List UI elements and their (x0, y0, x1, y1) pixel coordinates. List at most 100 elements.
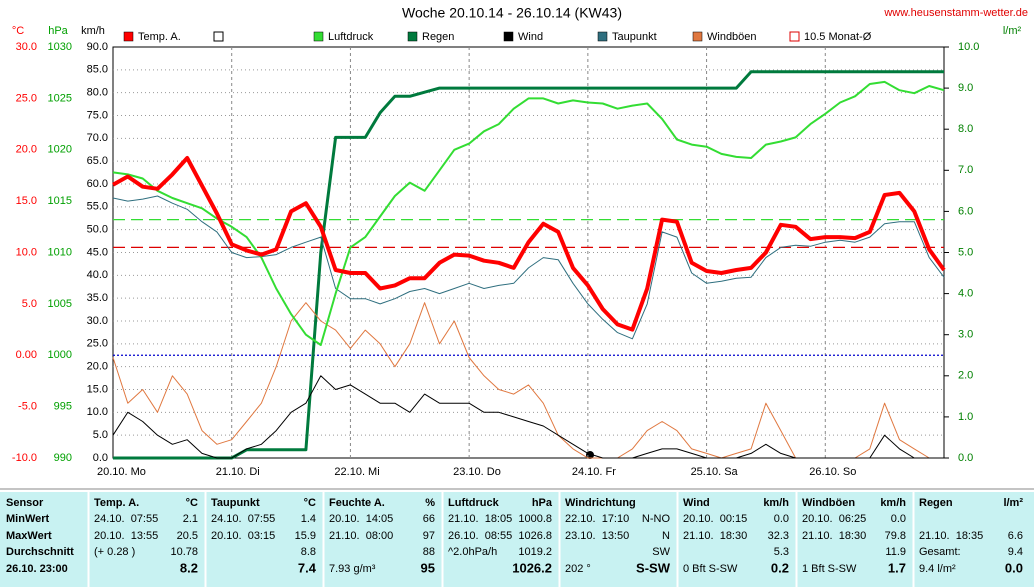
y-tick-label: 30.0 (16, 41, 37, 53)
y-tick-label: 20.0 (16, 144, 37, 156)
y-tick-label: 85.0 (87, 64, 108, 76)
cell-value: N-NO (642, 513, 671, 525)
y-tick-label: 20.0 (87, 361, 108, 373)
cell-value: SW (652, 546, 670, 558)
cell-value: 0.0 (774, 513, 789, 525)
cell-value: 1.7 (888, 560, 906, 575)
cell-text: 7.93 g/m³ (329, 563, 376, 575)
series-line (112, 156, 946, 332)
table-background (0, 492, 1034, 587)
cell-text: 21.10. 08:00 (329, 530, 393, 542)
y-tick-label: 7.0 (958, 164, 973, 176)
y-tick-label: 35.0 (87, 292, 108, 304)
column-header: Feuchte A. (329, 497, 385, 509)
cell-value: 15.9 (295, 530, 316, 542)
cell-value: 88 (423, 546, 435, 558)
source-link[interactable]: www.heusenstamm-wetter.de (883, 7, 1028, 19)
y-tick-label: 1.0 (958, 411, 973, 423)
cell-text: 21.10. 18:30 (802, 530, 866, 542)
cell-value: 2.1 (183, 513, 198, 525)
column-unit: l/m² (1003, 497, 1023, 509)
cell-value: 0.2 (771, 560, 789, 575)
column-unit: % (425, 497, 435, 509)
y-tick-label: 995 (54, 401, 72, 413)
cell-value: 5.3 (774, 546, 789, 558)
cell-text: ^2.0hPa/h (448, 546, 497, 558)
cell-text: 24.10. 07:55 (94, 513, 158, 525)
cell-value: S-SW (636, 560, 671, 575)
legend-marker (692, 31, 703, 42)
cell-text: 20.10. 13:55 (94, 530, 158, 542)
cell-value: 10.78 (170, 546, 198, 558)
legend-label: Temp. A. (138, 31, 181, 43)
y-tick-label: 1020 (48, 144, 72, 156)
row-label: Durchschnitt (6, 546, 74, 558)
legend-marker (597, 31, 608, 42)
axis-unit: km/h (81, 25, 105, 37)
legend-empty-marker (213, 31, 224, 42)
cell-text: 21.10. 18:05 (448, 513, 512, 525)
cell-value: 1000.8 (518, 513, 552, 525)
cell-value: N (662, 530, 670, 542)
cell-text: 0 Bft S-SW (683, 563, 738, 575)
cell-text: 23.10. 13:50 (565, 530, 629, 542)
column-header: Regen (919, 497, 953, 509)
series-line (112, 375, 944, 459)
y-tick-label: 0.0 (958, 452, 973, 464)
y-tick-label: 90.0 (87, 41, 108, 53)
y-tick-label: 1010 (48, 246, 72, 258)
x-tick-label: 23.10. Do (453, 466, 501, 478)
cell-value: 9.4 (1008, 546, 1023, 558)
y-tick-label: -10.0 (12, 452, 37, 464)
axis-unit: °C (12, 25, 24, 37)
axis-unit: hPa (48, 25, 68, 37)
y-tick-label: 25.0 (16, 92, 37, 104)
y-tick-label: 50.0 (87, 224, 108, 236)
y-tick-label: 9.0 (958, 82, 973, 94)
y-tick-label: 65.0 (87, 155, 108, 167)
y-tick-label: 0.0 (93, 452, 108, 464)
cell-text: 21.10. 18:35 (919, 530, 983, 542)
column-header: Taupunkt (211, 497, 260, 509)
y-tick-label: 25.0 (87, 338, 108, 350)
legend-marker (407, 31, 418, 42)
y-tick-label: 1005 (48, 298, 72, 310)
y-tick-label: 40.0 (87, 269, 108, 281)
y-tick-label: 15.0 (16, 195, 37, 207)
cell-text: 202 ° (565, 563, 591, 575)
cell-value: 8.8 (301, 546, 316, 558)
column-header: Windrichtung (565, 497, 636, 509)
legend-label: Windböen (707, 31, 757, 43)
y-tick-label: 5.0 (22, 298, 37, 310)
x-tick-label: 22.10. Mi (334, 466, 379, 478)
cell-value: 0.0 (1005, 560, 1023, 575)
cell-value: 6.6 (1008, 530, 1023, 542)
y-tick-label: 55.0 (87, 201, 108, 213)
cell-value: 32.3 (768, 530, 789, 542)
y-tick-label: 5.0 (93, 429, 108, 441)
row-label: 26.10. 23:00 (6, 563, 68, 575)
y-tick-label: 45.0 (87, 246, 108, 258)
column-header: Wind (683, 497, 710, 509)
cell-value: 11.9 (885, 546, 906, 558)
column-unit: km/h (880, 497, 906, 509)
y-tick-label: 15.0 (87, 383, 108, 395)
cell-value: 1.4 (301, 513, 316, 525)
legend-label: Wind (518, 31, 543, 43)
row-label: MinWert (6, 513, 50, 525)
x-tick-label: 21.10. Di (216, 466, 260, 478)
series-line (112, 195, 945, 340)
column-unit: °C (304, 497, 316, 509)
legend-label: Regen (422, 31, 454, 43)
y-tick-label: 8.0 (958, 123, 973, 135)
cell-value: 20.5 (177, 530, 198, 542)
y-tick-label: 75.0 (87, 109, 108, 121)
legend-marker (313, 31, 324, 42)
legend-marker (503, 31, 514, 42)
column-header: Temp. A. (94, 497, 139, 509)
cell-text: 20.10. 00:15 (683, 513, 747, 525)
legend-label: Taupunkt (612, 31, 657, 43)
cell-value: 97 (423, 530, 435, 542)
x-tick-label: 20.10. Mo (97, 466, 146, 478)
